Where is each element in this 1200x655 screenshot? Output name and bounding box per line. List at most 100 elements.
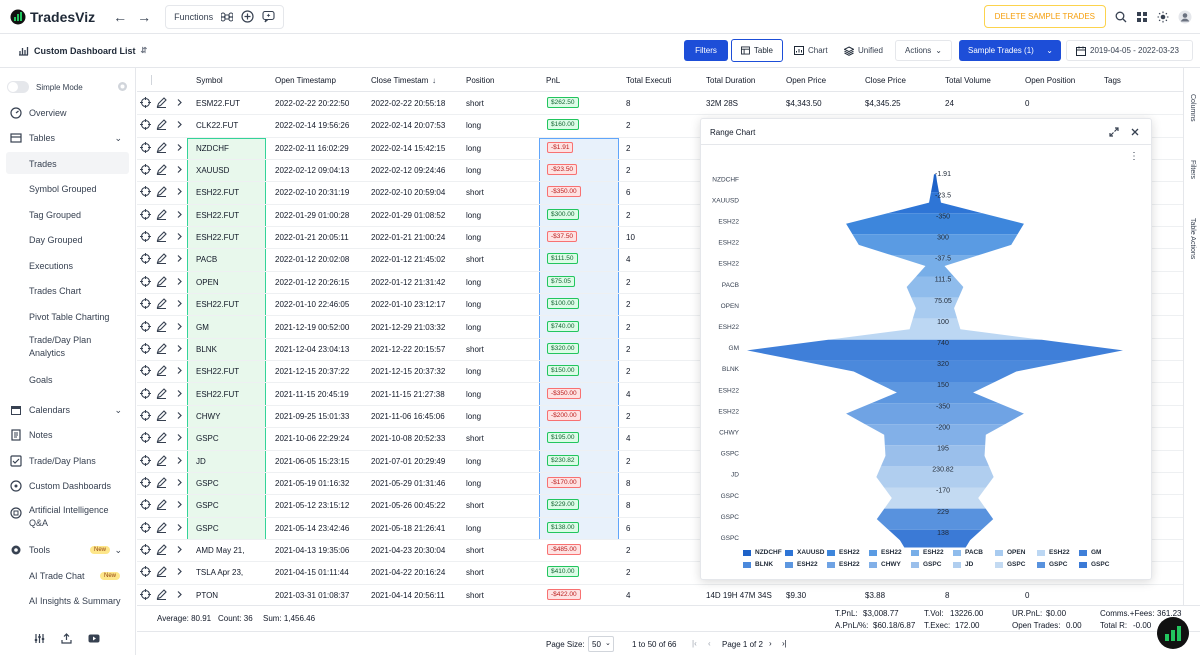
target-icon[interactable] xyxy=(140,186,151,198)
chevron-right-icon[interactable] xyxy=(174,388,185,399)
target-icon[interactable] xyxy=(140,476,151,488)
header-position[interactable]: Position xyxy=(466,76,495,85)
edit-pencil-icon[interactable] xyxy=(156,410,167,421)
target-icon[interactable] xyxy=(140,320,151,332)
funnel-segment-11[interactable] xyxy=(846,403,1024,425)
edit-pencil-icon[interactable] xyxy=(156,164,167,176)
funnel-segment-17[interactable] xyxy=(888,529,982,548)
edit-pencil-icon[interactable] xyxy=(156,186,167,198)
command-icon[interactable] xyxy=(221,11,234,23)
funnel-segment-12[interactable] xyxy=(865,424,1005,446)
page-size-select[interactable]: 50 ⌄ xyxy=(588,636,614,652)
legend-item[interactable]: GSPC xyxy=(911,561,941,568)
edit-pencil-icon[interactable] xyxy=(156,499,167,511)
chevron-right-icon[interactable] xyxy=(174,253,185,264)
legend-item[interactable]: BLNK xyxy=(743,561,773,568)
last-page-icon[interactable]: ›| xyxy=(782,639,787,648)
edit-pencil-icon[interactable] xyxy=(156,97,167,108)
target-icon[interactable] xyxy=(140,454,151,466)
chevron-right-icon[interactable] xyxy=(174,186,185,197)
table-row[interactable]: NZDCHF 2022-02-11 16:02:29 2022-02-14 15:4… xyxy=(137,138,1183,160)
chevron-right-icon[interactable] xyxy=(174,522,185,533)
target-icon[interactable] xyxy=(140,588,151,600)
sidebar-item-ai-insights-summary[interactable]: AI Insights & Summary xyxy=(0,594,136,608)
edit-pencil-icon[interactable] xyxy=(156,343,167,354)
chevron-right-icon[interactable] xyxy=(174,321,185,332)
column-menu-icon[interactable] xyxy=(151,75,153,85)
table-row[interactable]: BLNK 2021-12-04 23:04:13 2021-12-22 20:15:… xyxy=(137,339,1183,362)
legend-item[interactable]: ESH22 xyxy=(911,549,944,556)
legend-item[interactable]: GSPC xyxy=(1037,561,1067,568)
forward-arrow-icon[interactable]: → xyxy=(137,8,152,25)
table-row[interactable]: ESH22.FUT 2022-01-10 22:46:05 2022-01-10 2… xyxy=(137,294,1183,317)
youtube-icon[interactable] xyxy=(88,633,100,644)
chevron-right-icon[interactable] xyxy=(174,365,185,376)
header-open-timestamp[interactable]: Open Timestamp xyxy=(275,76,336,85)
table-row[interactable]: PACB 2022-01-12 20:02:08 2022-01-12 21:45:… xyxy=(137,249,1183,272)
chevron-right-icon[interactable] xyxy=(174,164,185,175)
legend-item[interactable]: CHWY xyxy=(869,561,901,568)
sidebar-item-symbol-grouped[interactable]: Symbol Grouped xyxy=(0,182,136,196)
sidebar-item-goals[interactable]: Goals xyxy=(0,373,136,387)
edit-pencil-icon[interactable] xyxy=(156,588,167,600)
sidebar-item-ai-trade-chat[interactable]: AI Trade Chat New xyxy=(0,569,136,583)
chevron-right-icon[interactable] xyxy=(174,589,185,600)
prev-page-icon[interactable]: ‹ xyxy=(708,639,711,648)
target-icon[interactable] xyxy=(140,432,151,444)
table-row[interactable]: CHWY 2021-09-25 15:01:33 2021-11-06 16:45:… xyxy=(137,406,1183,429)
table-row[interactable]: GSPC 2021-10-06 22:29:24 2021-10-08 20:52:… xyxy=(137,428,1183,451)
legend-item[interactable]: ESH22 xyxy=(1037,549,1070,556)
target-icon[interactable] xyxy=(140,387,151,399)
sidebar-item-notes[interactable]: Notes xyxy=(0,428,136,442)
edit-pencil-icon[interactable] xyxy=(156,477,167,488)
chart-menu-icon[interactable]: ⋮ xyxy=(1129,151,1139,162)
sidebar-item-pivot-table-charting[interactable]: Pivot Table Charting xyxy=(0,310,136,324)
sidebar-item-trades-chart[interactable]: Trades Chart xyxy=(0,284,136,298)
edit-pencil-icon[interactable] xyxy=(156,454,167,466)
funnel-segment-0[interactable] xyxy=(931,174,939,193)
legend-item[interactable]: XAUUSD xyxy=(785,549,824,556)
header-close-price[interactable]: Close Price xyxy=(865,76,906,85)
sort-arrow-down-icon[interactable]: ↓ xyxy=(432,76,436,85)
chevron-right-icon[interactable] xyxy=(174,410,185,421)
target-icon[interactable] xyxy=(140,141,151,153)
table-row[interactable]: ESH22.FUT 2021-12-15 20:37:22 2021-12-15 2… xyxy=(137,361,1183,384)
chevron-right-icon[interactable] xyxy=(174,298,185,309)
target-icon[interactable] xyxy=(140,499,151,511)
chevron-right-icon[interactable] xyxy=(174,276,185,287)
target-icon[interactable] xyxy=(140,342,151,354)
table-row[interactable]: JD 2021-06-05 15:23:15 2021-07-01 20:29:49… xyxy=(137,451,1183,473)
target-icon[interactable] xyxy=(140,164,151,176)
funnel-segment-14[interactable] xyxy=(876,466,994,488)
columns-panel-tab[interactable]: Columns xyxy=(1189,94,1196,122)
target-icon[interactable] xyxy=(140,365,151,377)
edit-pencil-icon[interactable] xyxy=(156,320,167,332)
sidebar-item-trade-day-plan-analytics[interactable]: Trade/Day Plan Analytics xyxy=(0,335,136,363)
chevron-right-icon[interactable] xyxy=(174,455,185,466)
funnel-segment-1[interactable] xyxy=(887,192,983,214)
legend-item[interactable]: PACB xyxy=(953,549,983,556)
table-row[interactable]: CLK22.FUT 2022-02-14 19:56:26 2022-02-14 2… xyxy=(137,115,1183,138)
header-open-position[interactable]: Open Position xyxy=(1025,76,1076,85)
sidebar-item-trades[interactable]: Trades xyxy=(0,157,136,171)
sidebar-item-day-grouped[interactable]: Day Grouped xyxy=(0,233,136,247)
header-total-executions[interactable]: Total Executi xyxy=(626,76,672,85)
sidebar-item-tag-grouped[interactable]: Tag Grouped xyxy=(0,208,136,222)
header-tags[interactable]: Tags xyxy=(1104,76,1121,85)
theme-sun-icon[interactable] xyxy=(1157,11,1169,23)
funnel-segment-4[interactable] xyxy=(892,255,978,277)
sliders-icon[interactable] xyxy=(34,633,45,644)
header-close-timestamp[interactable]: Close Timestam xyxy=(371,76,429,85)
edit-pencil-icon[interactable] xyxy=(156,253,167,265)
table-view-button[interactable]: Table xyxy=(731,39,783,62)
target-icon[interactable] xyxy=(140,231,151,243)
target-icon[interactable] xyxy=(140,208,151,220)
next-page-icon[interactable]: › xyxy=(769,639,772,648)
sidebar-item-trade-day-plans[interactable]: Trade/Day Plans xyxy=(0,454,136,468)
funnel-segment-7[interactable] xyxy=(828,318,1042,340)
edit-pencil-icon[interactable] xyxy=(156,298,167,310)
sidebar-item-ai-qa[interactable]: Artificial Intelligence Q&A xyxy=(0,505,136,533)
target-icon[interactable] xyxy=(140,521,151,533)
table-row[interactable]: ESH22.FUT 2022-01-21 20:05:11 2022-01-21 2… xyxy=(137,227,1183,250)
table-row[interactable]: XAUUSD 2022-02-12 09:04:13 2022-02-12 09:2… xyxy=(137,160,1183,183)
